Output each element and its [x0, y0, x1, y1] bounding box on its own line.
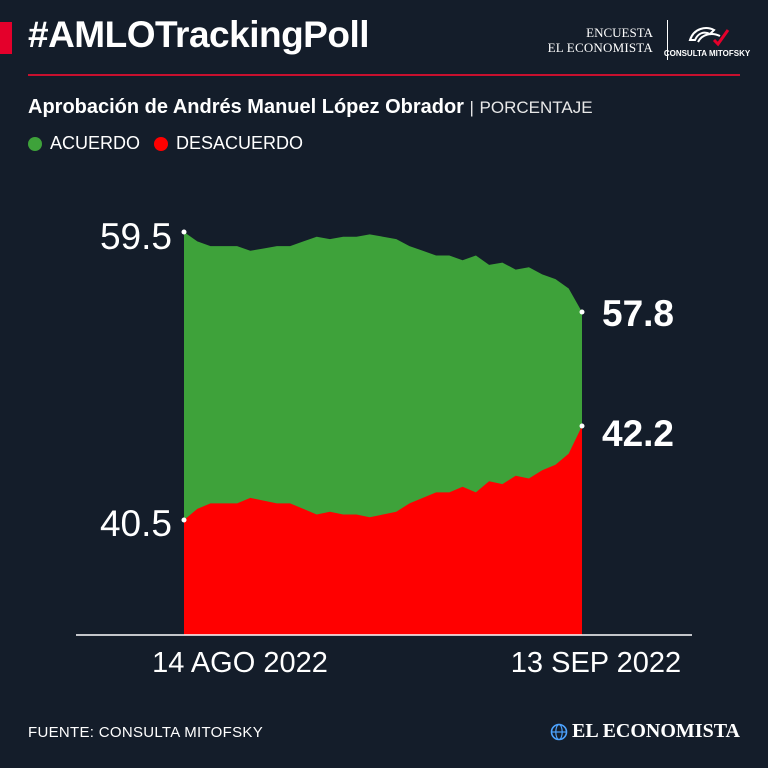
chart-subtitle: Aprobación de Andrés Manuel López Obrado… [28, 96, 593, 119]
page-title: #AMLOTrackingPoll [28, 14, 370, 55]
publisher-name: EL ECONOMISTA [547, 40, 653, 55]
subtitle-separator: | [469, 98, 474, 117]
header-logos: ENCUESTA EL ECONOMISTA CONSULTA MITOFSKY [548, 18, 750, 62]
legend-label-acuerdo: ACUERDO [50, 133, 141, 153]
legend-label-desacuerdo: DESACUERDO [176, 133, 304, 153]
subtitle-unit: PORCENTAJE [479, 98, 593, 117]
marker-start-acuerdo [181, 229, 187, 235]
title-accent-bar [0, 22, 12, 54]
x-tick-label-start: 14 AGO 2022 [152, 647, 328, 679]
legend: ACUERDO DESACUERDO [28, 133, 303, 154]
marker-end-desacuerdo [579, 423, 585, 429]
header-rule [28, 74, 740, 76]
header-divider [667, 20, 668, 60]
mitofsky-logo-icon [688, 27, 730, 47]
legend-dot-acuerdo [28, 136, 42, 151]
annotation-start-desacuerdo: 40.5 [100, 503, 172, 544]
area-desacuerdo [184, 426, 582, 635]
marker-end-acuerdo [579, 309, 585, 315]
mitofsky-logo: CONSULTA MITOFSKY [664, 22, 750, 58]
footer-brand-text: EL ECONOMISTA [572, 720, 740, 742]
encuesta-label-block: ENCUESTA EL ECONOMISTA [548, 25, 661, 55]
subtitle-main: Aprobación de Andrés Manuel López Obrado… [28, 96, 464, 118]
footer-brand: EL ECONOMISTA [550, 720, 740, 743]
encuesta-label: ENCUESTA [586, 25, 653, 40]
legend-dot-desacuerdo [154, 136, 169, 151]
mitofsky-logo-text: CONSULTA MITOFSKY [663, 49, 751, 58]
legend-item-desacuerdo: DESACUERDO [154, 133, 303, 154]
marker-start-desacuerdo [181, 517, 187, 523]
x-tick-label-end: 13 SEP 2022 [511, 647, 681, 679]
annotation-end-acuerdo: 57.8 [602, 293, 674, 334]
globe-icon [550, 723, 568, 740]
annotation-end-desacuerdo: 42.2 [602, 413, 674, 454]
legend-item-acuerdo: ACUERDO [28, 133, 140, 154]
annotation-start-acuerdo: 59.5 [100, 216, 172, 257]
footer-source: FUENTE: CONSULTA MITOFSKY [28, 724, 264, 741]
